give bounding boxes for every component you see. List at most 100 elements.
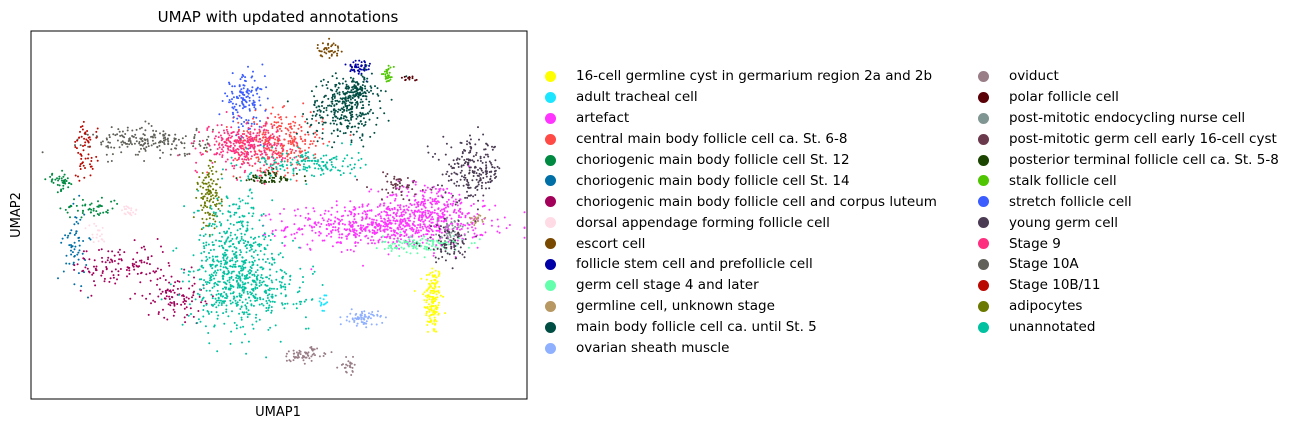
scatter-point bbox=[430, 309, 433, 312]
scatter-point bbox=[106, 259, 109, 262]
scatter-point bbox=[339, 174, 342, 176]
scatter-point bbox=[207, 175, 210, 178]
scatter-point bbox=[349, 312, 352, 315]
scatter-point bbox=[128, 138, 131, 140]
scatter-point bbox=[383, 210, 386, 213]
scatter-point bbox=[444, 240, 446, 242]
scatter-point bbox=[227, 210, 230, 213]
scatter-point bbox=[401, 242, 404, 245]
scatter-point bbox=[275, 144, 278, 147]
scatter-point bbox=[456, 157, 459, 160]
scatter-point bbox=[414, 183, 417, 186]
scatter-point bbox=[338, 91, 341, 94]
scatter-point bbox=[313, 226, 316, 228]
scatter-point bbox=[239, 308, 242, 310]
scatter-point bbox=[220, 302, 223, 305]
scatter-point bbox=[272, 157, 275, 159]
scatter-point bbox=[374, 85, 376, 88]
scatter-point bbox=[226, 237, 229, 240]
scatter-point bbox=[220, 304, 223, 306]
scatter-point bbox=[304, 166, 307, 169]
scatter-point bbox=[276, 126, 279, 128]
scatter-point bbox=[286, 155, 289, 158]
scatter-point bbox=[229, 302, 232, 305]
series-5 bbox=[44, 169, 119, 219]
scatter-point bbox=[396, 232, 399, 235]
scatter-point bbox=[256, 144, 259, 147]
scatter-point bbox=[307, 212, 310, 215]
scatter-point bbox=[422, 197, 424, 200]
scatter-point bbox=[392, 212, 395, 215]
scatter-point bbox=[311, 239, 314, 242]
scatter-point bbox=[280, 125, 283, 128]
scatter-point bbox=[431, 267, 434, 270]
scatter-point bbox=[280, 158, 283, 161]
scatter-point bbox=[470, 194, 472, 197]
scatter-point bbox=[212, 274, 214, 277]
scatter-point bbox=[360, 123, 363, 125]
scatter-point bbox=[235, 164, 238, 167]
scatter-point bbox=[176, 280, 179, 282]
scatter-point bbox=[264, 159, 267, 162]
scatter-point bbox=[188, 280, 191, 283]
scatter-point bbox=[464, 160, 467, 163]
scatter-point bbox=[385, 236, 388, 239]
scatter-point bbox=[230, 126, 233, 129]
scatter-point bbox=[212, 128, 214, 131]
scatter-point bbox=[475, 185, 478, 188]
scatter-point bbox=[289, 360, 292, 363]
legend-marker bbox=[545, 300, 556, 312]
scatter-point bbox=[236, 139, 239, 142]
scatter-point bbox=[351, 370, 354, 373]
scatter-point bbox=[236, 279, 238, 282]
scatter-point bbox=[240, 153, 243, 156]
scatter-point bbox=[212, 188, 214, 191]
scatter-point bbox=[204, 212, 207, 214]
scatter-point bbox=[366, 213, 368, 216]
scatter-point bbox=[473, 224, 476, 226]
scatter-point bbox=[285, 272, 288, 275]
scatter-point bbox=[318, 355, 321, 358]
scatter-point bbox=[373, 242, 376, 245]
scatter-point bbox=[301, 140, 304, 143]
scatter-point bbox=[182, 271, 185, 274]
scatter-point bbox=[234, 157, 237, 160]
scatter-point bbox=[107, 141, 110, 144]
scatter-point bbox=[453, 248, 456, 251]
scatter-point bbox=[215, 170, 218, 173]
scatter-point bbox=[354, 63, 357, 66]
scatter-point bbox=[450, 192, 453, 195]
scatter-point bbox=[272, 135, 275, 138]
scatter-point bbox=[162, 274, 165, 277]
scatter-point bbox=[245, 119, 248, 121]
scatter-point bbox=[299, 151, 302, 154]
scatter-point bbox=[415, 230, 418, 233]
scatter-point bbox=[324, 163, 327, 166]
scatter-point bbox=[281, 302, 283, 305]
scatter-point bbox=[212, 260, 215, 263]
scatter-point bbox=[485, 173, 488, 176]
scatter-point bbox=[223, 132, 226, 134]
scatter-point bbox=[351, 66, 353, 69]
scatter-point bbox=[354, 95, 357, 97]
scatter-point bbox=[301, 233, 304, 236]
scatter-point bbox=[87, 141, 90, 144]
scatter-point bbox=[73, 268, 76, 271]
scatter-point bbox=[342, 117, 345, 120]
scatter-point bbox=[214, 135, 217, 138]
scatter-point bbox=[398, 255, 401, 257]
scatter-point bbox=[62, 187, 65, 190]
scatter-point bbox=[206, 199, 209, 202]
scatter-point bbox=[406, 217, 409, 220]
scatter-point bbox=[523, 236, 526, 239]
scatter-point bbox=[449, 203, 452, 205]
scatter-point bbox=[480, 187, 483, 190]
scatter-point bbox=[284, 302, 287, 305]
scatter-point bbox=[245, 147, 248, 150]
scatter-point bbox=[223, 281, 225, 284]
scatter-point bbox=[259, 104, 262, 107]
scatter-point bbox=[307, 218, 309, 221]
scatter-point bbox=[210, 276, 213, 278]
scatter-point bbox=[424, 213, 427, 216]
scatter-point bbox=[289, 157, 292, 159]
